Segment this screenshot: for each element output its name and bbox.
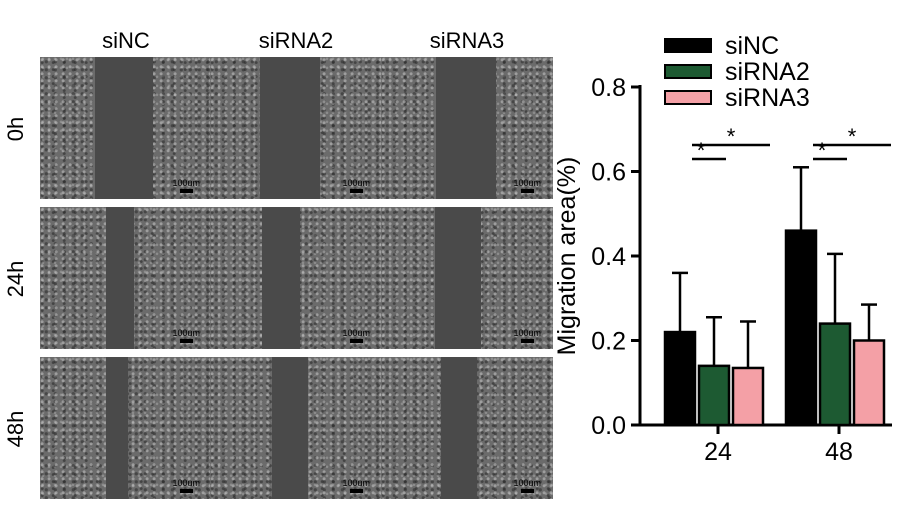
scale-bar [520, 489, 534, 493]
legend-label: siRNA2 [725, 58, 810, 86]
scale-label: 100um [513, 478, 541, 488]
scale-bar [179, 189, 193, 193]
scale-bar [349, 339, 363, 343]
micrograph-sinc-0h: 100um [40, 57, 212, 199]
x-tick-label: 48 [825, 438, 853, 466]
micrograph-sirna2-24h: 100um [210, 207, 382, 349]
bar [697, 364, 731, 427]
significance-star: * [697, 138, 706, 163]
micrograph-sinc-48h: 100um [40, 357, 212, 499]
micrograph-sirna3-24h: 100um [381, 207, 553, 349]
scale-label: 100um [513, 178, 541, 188]
legend-label: siNC [725, 32, 779, 60]
bar [818, 322, 852, 427]
micrograph-sirna2-0h: 100um [210, 57, 382, 199]
significance-star: * [818, 138, 827, 163]
micrograph-sirna3-48h: 100um [381, 357, 553, 499]
micrograph-sirna2-48h: 100um [210, 357, 382, 499]
micrograph-sirna3-0h: 100um [381, 57, 553, 199]
column-label-sirna2: siRNA2 [258, 28, 334, 53]
bar [663, 330, 697, 427]
scale-bar [349, 189, 363, 193]
bar [731, 366, 765, 427]
bar [784, 229, 818, 427]
significance-star: * [848, 124, 857, 149]
scale-bar [179, 339, 193, 343]
scale-label: 100um [342, 478, 370, 488]
scale-bar [179, 489, 193, 493]
bar [852, 339, 886, 427]
significance-star: * [727, 124, 736, 149]
scale-label: 100um [172, 478, 200, 488]
scale-label: 100um [342, 178, 370, 188]
column-label-sinc: siNC [102, 28, 150, 53]
scale-label: 100um [172, 178, 200, 188]
scale-bar [520, 339, 534, 343]
y-tick-label: 0.2 [591, 328, 626, 356]
micrograph-sinc-24h: 100um [40, 207, 212, 349]
scale-label: 100um [513, 328, 541, 338]
scale-bar [520, 189, 534, 193]
y-tick-label: 0.8 [591, 74, 626, 102]
legend-swatch [664, 90, 712, 105]
y-axis-label: Migration area(%) [553, 157, 581, 356]
y-tick-label: 0.4 [591, 243, 626, 271]
scale-label: 100um [342, 328, 370, 338]
scale-label: 100um [172, 328, 200, 338]
scale-bar [349, 489, 363, 493]
column-label-sirna3: siRNA3 [429, 28, 505, 53]
x-tick-label: 24 [704, 438, 732, 466]
y-tick-label: 0.0 [591, 412, 626, 440]
legend-label: siRNA3 [725, 84, 810, 112]
legend-swatch [664, 38, 712, 53]
y-tick-label: 0.6 [591, 159, 626, 187]
legend-swatch [664, 64, 712, 79]
